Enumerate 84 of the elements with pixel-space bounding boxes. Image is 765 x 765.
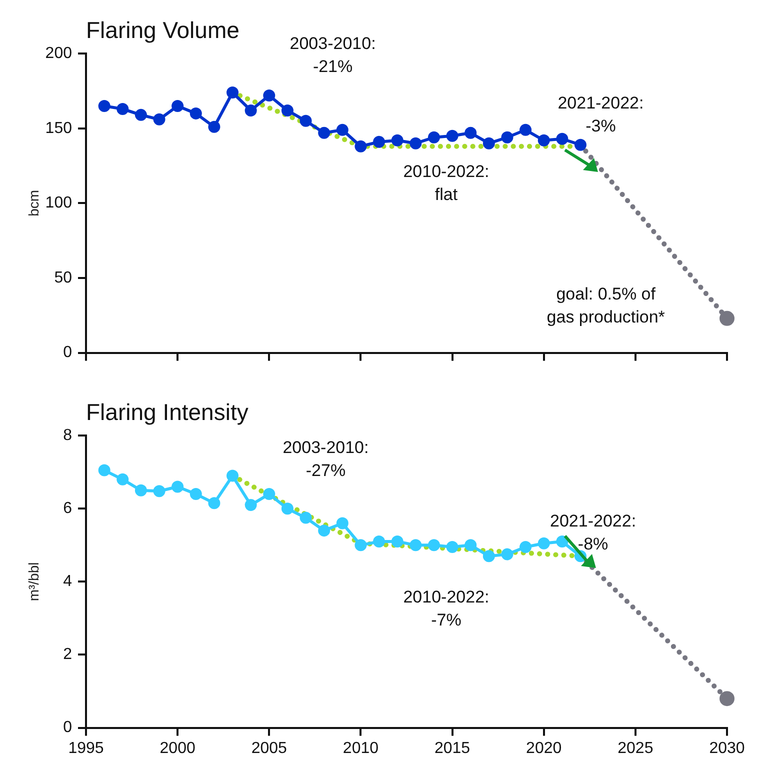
y-axis-title: bcm <box>25 190 42 216</box>
point <box>300 512 312 524</box>
point <box>354 539 367 552</box>
point <box>281 104 294 116</box>
annotation: 2021-2022: -3% <box>558 93 644 136</box>
point <box>428 131 440 144</box>
point <box>520 124 532 136</box>
point <box>226 470 239 482</box>
point <box>318 524 330 537</box>
point <box>482 550 495 562</box>
point <box>464 539 477 552</box>
y-tick-label: 100 <box>45 194 72 212</box>
y-tick-label: 50 <box>54 269 72 286</box>
y-tick-label: 2 <box>63 646 72 664</box>
chart-title: Flaring Intensity <box>86 399 249 426</box>
x-tick-label: 2010 <box>342 740 379 757</box>
point <box>391 134 404 146</box>
point <box>300 114 312 127</box>
point <box>556 536 568 548</box>
point <box>520 541 532 553</box>
y-axis-title: m³/bbl <box>25 562 42 602</box>
point <box>720 310 734 326</box>
chart-title: Flaring Volume <box>86 17 240 44</box>
point <box>538 134 550 146</box>
point <box>134 108 147 121</box>
point <box>153 113 166 126</box>
point <box>153 485 166 498</box>
point <box>244 104 257 116</box>
point <box>281 502 294 515</box>
point <box>410 539 422 552</box>
x-tick-label: 1995 <box>68 740 104 757</box>
point <box>263 89 276 102</box>
point <box>482 137 495 150</box>
point <box>556 132 568 145</box>
point <box>354 140 367 152</box>
point <box>190 107 202 120</box>
point <box>538 537 550 550</box>
y-tick-label: 200 <box>45 45 72 62</box>
point <box>208 120 220 133</box>
point <box>116 102 129 115</box>
point <box>720 691 734 706</box>
annotation: 2021-2022: -8% <box>550 512 636 554</box>
point <box>446 541 458 553</box>
point <box>98 100 110 112</box>
point <box>410 137 422 150</box>
point <box>464 126 477 139</box>
y-tick-label: 0 <box>63 719 72 736</box>
point <box>116 473 129 486</box>
point <box>172 480 184 493</box>
point <box>98 464 110 476</box>
point <box>190 488 202 500</box>
point <box>263 488 276 500</box>
point <box>208 497 220 510</box>
y-tick-label: 4 <box>63 573 72 590</box>
point <box>391 536 404 548</box>
x-tick-label: 2015 <box>434 740 470 757</box>
x-tick-label: 2000 <box>160 740 196 757</box>
point <box>336 124 348 136</box>
y-tick-label: 0 <box>63 344 72 362</box>
point <box>501 131 514 144</box>
point <box>226 86 239 98</box>
point <box>574 138 586 151</box>
x-tick-label: 2030 <box>709 740 745 757</box>
annotation: 2003-2010: -27% <box>282 438 369 480</box>
point <box>446 130 458 142</box>
annotation: 2003-2010: -21% <box>290 34 376 76</box>
point <box>501 548 514 560</box>
y-tick-label: 8 <box>63 427 72 444</box>
point <box>134 484 147 496</box>
annotation: 2010-2022: -7% <box>403 587 490 630</box>
point <box>373 136 386 148</box>
point <box>336 517 348 530</box>
annotation: goal: 0.5% of gas production* <box>546 284 666 327</box>
x-tick-label: 2020 <box>526 740 562 757</box>
point <box>318 126 330 139</box>
point <box>244 499 257 511</box>
annotation: 2010-2022: flat <box>403 162 490 204</box>
x-tick-label: 2025 <box>618 740 654 757</box>
x-tick-label: 2005 <box>251 740 288 757</box>
point <box>373 536 386 548</box>
point <box>172 100 184 112</box>
y-tick-label: 150 <box>45 120 72 137</box>
y-tick-label: 6 <box>63 500 72 518</box>
point <box>428 539 440 552</box>
